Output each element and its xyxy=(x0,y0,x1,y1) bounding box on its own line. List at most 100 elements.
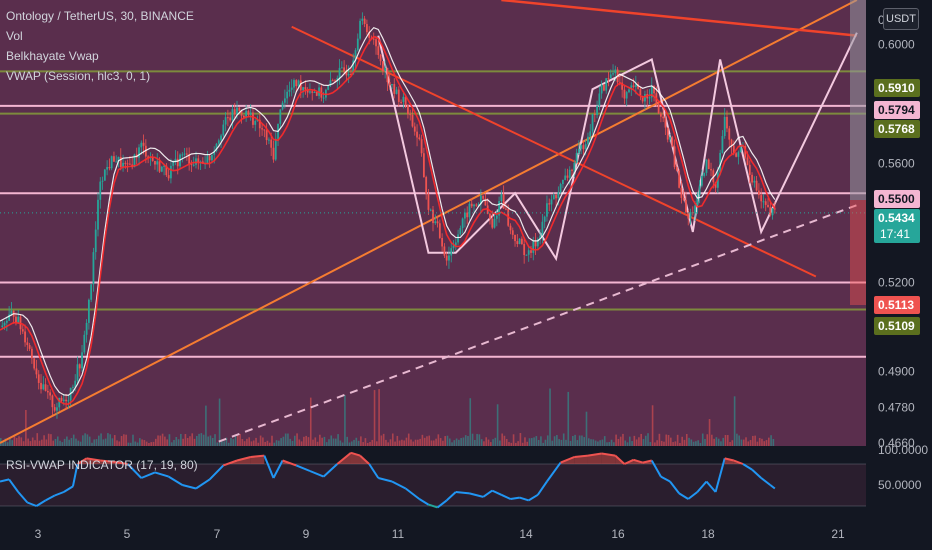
candle-body xyxy=(771,208,774,216)
rsi-line-segment xyxy=(182,484,197,490)
candle-body xyxy=(44,384,47,391)
candle-body xyxy=(197,158,200,163)
candle-body xyxy=(74,380,77,387)
price-tag xyxy=(874,79,920,97)
candle-body xyxy=(304,87,307,90)
candle-body xyxy=(518,238,521,245)
rsi-line-segment xyxy=(705,480,717,493)
rsi-line-segment xyxy=(678,492,689,500)
volume-bar xyxy=(512,434,515,446)
candle-body xyxy=(773,208,776,210)
candle-body xyxy=(345,71,348,76)
price-axis[interactable]: 0.6000 0.5600 0.5200 0.4900 0.4780 0.4660 0 0.5… xyxy=(850,0,932,550)
candle-body xyxy=(24,331,26,343)
volume-bar xyxy=(485,437,488,446)
volume-bar xyxy=(191,433,194,446)
volume-bar xyxy=(107,433,109,446)
candle-body xyxy=(468,203,471,218)
candle-body xyxy=(584,144,587,150)
candle-body xyxy=(409,114,412,116)
candle-body xyxy=(347,74,350,76)
volume-bar xyxy=(164,436,166,446)
volume-bar xyxy=(649,442,652,446)
candle-body xyxy=(90,284,93,300)
orange-trend-line xyxy=(0,0,858,444)
volume-bar xyxy=(36,433,39,446)
rsi-line-segment xyxy=(714,458,726,493)
volume-bar xyxy=(606,442,608,446)
candle-body xyxy=(413,126,416,132)
rsi-line-segment xyxy=(669,480,680,495)
legend-symbol[interactable]: Ontology / TetherUS, 30, BINANCE xyxy=(6,9,194,23)
candle-body xyxy=(290,87,293,90)
rsi-line-segment xyxy=(436,499,448,509)
rsi-line-segment xyxy=(322,463,338,478)
candle-body xyxy=(272,147,275,160)
candle-body xyxy=(514,234,516,242)
rsi-indicator-label[interactable]: RSI-VWAP INDICATOR (17, 19, 80) xyxy=(6,458,198,472)
volume-bar xyxy=(556,435,558,446)
candle-body xyxy=(295,80,298,87)
volume-bar xyxy=(706,434,709,446)
candle-body xyxy=(425,177,428,194)
currency-badge[interactable]: USDT xyxy=(883,8,919,30)
volume-bar xyxy=(328,439,330,446)
rsi-line-segment xyxy=(391,480,407,490)
candle-body xyxy=(479,195,482,205)
volume-bar xyxy=(752,435,754,446)
volume-bar xyxy=(314,437,317,446)
volume-bar xyxy=(218,398,221,446)
rsi-line-segment xyxy=(272,460,284,479)
time-axis[interactable]: 3 5 7 9 11 14 16 18 21 xyxy=(0,520,932,550)
volume-bar xyxy=(325,442,328,446)
rsi-line-segment xyxy=(195,478,211,490)
volume-bar xyxy=(720,441,722,446)
volume-bar xyxy=(613,442,615,446)
candle-body xyxy=(523,244,526,256)
volume-bar xyxy=(597,441,599,446)
volume-bar xyxy=(214,434,216,446)
volume-bar xyxy=(754,435,756,446)
volume-bar xyxy=(369,442,371,446)
volume-bar xyxy=(426,436,428,446)
rsi-overbought-fill xyxy=(223,460,238,466)
volume-bar xyxy=(102,439,105,446)
candle-body xyxy=(176,158,179,167)
volume-bar xyxy=(193,438,196,446)
candle-body xyxy=(582,145,585,150)
legend-vol[interactable]: Vol xyxy=(6,29,23,43)
candle-body xyxy=(402,96,405,102)
candle-body xyxy=(297,80,300,87)
volume-bar xyxy=(455,438,458,446)
candle-body xyxy=(757,190,760,196)
volume-bar xyxy=(421,434,424,446)
volume-bar xyxy=(280,438,282,446)
volume-bar xyxy=(526,441,529,446)
candle-body xyxy=(659,113,662,117)
candle-body xyxy=(279,109,282,124)
volume-bar xyxy=(357,440,360,446)
volume-bar xyxy=(510,442,513,446)
rsi-line-segment xyxy=(769,484,776,490)
legend-belkhayate-vwap[interactable]: Belkhayate Vwap xyxy=(6,49,99,63)
volume-bar xyxy=(77,440,80,446)
candle-body xyxy=(634,84,637,88)
price-tag xyxy=(874,209,920,243)
price-tick-label: 0.4900 xyxy=(878,365,915,379)
volume-bar xyxy=(61,442,64,446)
rsi-overbought-fill xyxy=(100,460,114,464)
volume-bar xyxy=(763,441,766,446)
candle-body xyxy=(407,105,409,115)
candle-body xyxy=(258,119,261,129)
volume-bar xyxy=(109,434,111,446)
candle-body xyxy=(562,179,564,185)
candle-body xyxy=(252,112,254,125)
volume-bar xyxy=(599,440,601,446)
volume-bar xyxy=(237,435,239,446)
legend-session-vwap[interactable]: VWAP (Session, hlc3, 0, 1) xyxy=(6,69,151,83)
volume-bar xyxy=(562,433,565,446)
candle-body xyxy=(593,113,596,116)
volume-bar xyxy=(275,440,278,446)
volume-bar xyxy=(111,438,114,446)
